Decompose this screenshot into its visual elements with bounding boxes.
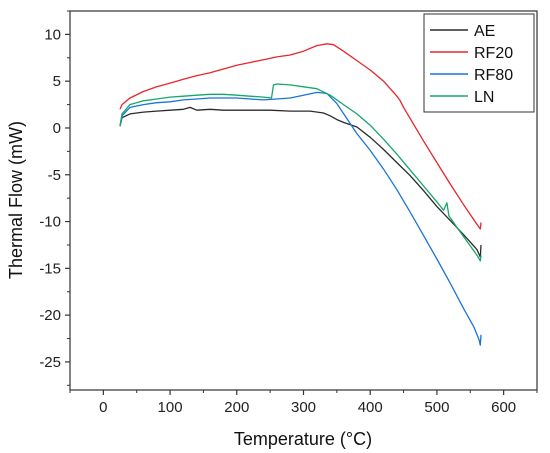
x-tick-label: 400 bbox=[358, 399, 383, 416]
series-line-rf80 bbox=[119, 91, 482, 346]
x-axis-title: Temperature (°C) bbox=[234, 429, 372, 449]
y-axis-title: Thermal Flow (mW) bbox=[6, 121, 26, 279]
legend-label-rf80: RF80 bbox=[474, 67, 513, 84]
x-tick-label: 600 bbox=[491, 399, 516, 416]
legend-label-ae: AE bbox=[474, 23, 495, 40]
y-tick-label: -20 bbox=[39, 307, 61, 324]
series-line-ln bbox=[119, 83, 482, 262]
x-tick-label: 500 bbox=[424, 399, 449, 416]
legend-label-ln: LN bbox=[474, 89, 494, 106]
series-lines bbox=[119, 43, 482, 346]
series-line-rf20 bbox=[119, 43, 482, 230]
y-tick-label: 0 bbox=[53, 120, 61, 137]
y-tick-label: -10 bbox=[39, 214, 61, 231]
axis-ticks: 0 100 200 300 400 500 600 10 5 0 -5 -10 -15 -20 -25 bbox=[39, 10, 538, 416]
y-tick-label: -5 bbox=[48, 167, 61, 184]
y-tick-label: 10 bbox=[44, 26, 61, 43]
y-tick-label: -15 bbox=[39, 260, 61, 277]
y-tick-label: -25 bbox=[39, 354, 61, 371]
series-line-ae bbox=[119, 106, 482, 258]
x-tick-label: 0 bbox=[99, 399, 107, 416]
x-tick-label: 100 bbox=[158, 399, 183, 416]
legend-label-rf20: RF20 bbox=[474, 45, 513, 62]
x-tick-label: 200 bbox=[224, 399, 249, 416]
legend: AE RF20 RF80 LN bbox=[423, 13, 535, 113]
x-tick-label: 300 bbox=[291, 399, 316, 416]
y-tick-label: 5 bbox=[53, 73, 61, 90]
